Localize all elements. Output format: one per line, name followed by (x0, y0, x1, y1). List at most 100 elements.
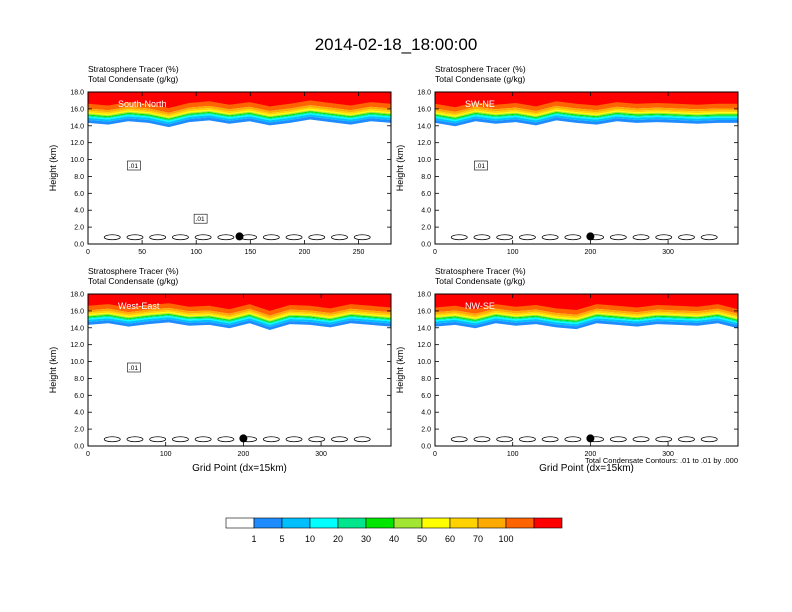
tracer-band (435, 313, 738, 321)
y-tick-label: 18.0 (70, 90, 84, 97)
condensate-contour (678, 234, 695, 241)
condensate-contour (564, 436, 582, 443)
x-tick-label: 0 (433, 249, 437, 256)
x-tick-label: 200 (299, 249, 311, 256)
tracer-band (435, 315, 738, 323)
colorbar-swatch (449, 517, 479, 529)
y-tick-label: 10.0 (70, 359, 84, 366)
tracer-band (88, 310, 391, 320)
y-tick-label: 18.0 (417, 292, 431, 299)
contour-label: .01 (476, 163, 485, 170)
x-tick-label: 300 (662, 451, 674, 458)
y-tick-label: 16.0 (70, 308, 84, 315)
x-tick-label: 0 (86, 249, 90, 256)
tracer-band (88, 113, 391, 123)
header-tracer: Stratosphere Tracer (%) (88, 64, 179, 74)
tracer-band (435, 112, 738, 119)
tracer-band (88, 317, 391, 327)
x-tick-label: 0 (86, 451, 90, 458)
plot-frame (434, 293, 739, 447)
plot-area (88, 92, 391, 241)
plot-frame (434, 91, 739, 245)
x-axis-label: Grid Point (dx=15km) (192, 463, 287, 474)
x-tick-label: 300 (315, 451, 327, 458)
tracer-band (435, 108, 738, 116)
header-condensate: Total Condensate (g/kg) (435, 276, 525, 286)
condensate-contour (308, 234, 326, 241)
condensate-contour (172, 436, 189, 443)
panels: 0.0 2.0 4.0 6.0 8.0 10.0 12.0 14.0 16.0 18.0 0 50 10… (48, 64, 739, 474)
header-condensate: Total Condensate (g/kg) (88, 74, 178, 84)
colorbar: 1 5 10 20 30 40 50 60 70 100 (225, 517, 563, 544)
tracer-band (435, 312, 738, 320)
tracer-band (88, 303, 391, 316)
y-tick-label: 14.0 (417, 123, 431, 130)
contour-label: .01 (196, 216, 205, 223)
x-tick-label: 200 (585, 249, 597, 256)
location-marker (586, 232, 595, 241)
tracer-band (88, 313, 391, 322)
condensate-contour (541, 234, 559, 241)
x-axis-label: Grid Point (dx=15km) (539, 463, 634, 474)
colorbar-swatch (533, 517, 563, 529)
condensate-contour (655, 234, 673, 241)
condensate-contour (450, 436, 468, 443)
tracer-band (88, 316, 391, 325)
colorbar-swatch (365, 517, 395, 529)
y-tick-label: 12.0 (70, 140, 84, 147)
condensate-contour (262, 234, 280, 241)
tracer-band (88, 315, 391, 324)
y-tick-label: 0.0 (74, 242, 84, 249)
condensate-contour (353, 234, 371, 241)
y-tick-label: 6.0 (74, 393, 84, 400)
tracer-band (435, 320, 738, 330)
tracer-band (88, 100, 391, 113)
condensate-contour (450, 234, 468, 241)
tracer-band (435, 304, 738, 315)
condensate-contour (126, 436, 144, 443)
x-tick-label: 100 (160, 451, 172, 458)
panel-west-east: 0.0 2.0 4.0 6.0 8.0 10.0 12.0 14.0 16.0 18.0 0 100 2… (48, 266, 392, 474)
y-tick-label: 2.0 (74, 225, 84, 232)
condensate-contour (609, 436, 627, 443)
condensate-contour (149, 436, 167, 443)
condensate-contour (194, 234, 212, 241)
x-tick-label: 300 (662, 249, 674, 256)
condensate-contour (473, 436, 491, 443)
panel-label: NW-SE (465, 301, 495, 311)
colorbar-swatch (505, 517, 535, 529)
colorbar-label: 70 (473, 534, 483, 544)
location-marker (235, 232, 244, 241)
tracer-band (88, 307, 391, 318)
condensate-contour (632, 234, 650, 241)
condensate-contour (496, 436, 514, 443)
tracer-band (435, 308, 738, 317)
plot-area (88, 294, 391, 443)
y-tick-label: 10.0 (70, 157, 84, 164)
condensate-contour (285, 436, 303, 443)
tracer-band (88, 114, 391, 125)
condensate-contour (700, 234, 718, 241)
contour-label: .01 (129, 365, 138, 372)
y-tick-label: 18.0 (417, 90, 431, 97)
y-tick-label: 0.0 (421, 242, 431, 249)
colorbar-label: 30 (361, 534, 371, 544)
condensate-contour (103, 234, 121, 241)
y-tick-label: 14.0 (70, 123, 84, 130)
colorbar-swatch (393, 517, 423, 529)
condensate-contour (103, 436, 121, 443)
y-tick-label: 2.0 (421, 225, 431, 232)
condensate-contour (519, 436, 536, 443)
tracer-band (88, 314, 391, 323)
colorbar-label: 60 (445, 534, 455, 544)
tracer-band (435, 318, 738, 327)
colorbar-swatch (253, 517, 283, 529)
y-tick-label: 10.0 (417, 359, 431, 366)
x-tick-label: 200 (238, 451, 250, 458)
contour-label: .01 (129, 163, 138, 170)
y-tick-label: 12.0 (417, 140, 431, 147)
condensate-contour (172, 234, 189, 241)
y-tick-label: 12.0 (417, 342, 431, 349)
x-tick-label: 200 (585, 451, 597, 458)
condensate-contour (308, 436, 326, 443)
